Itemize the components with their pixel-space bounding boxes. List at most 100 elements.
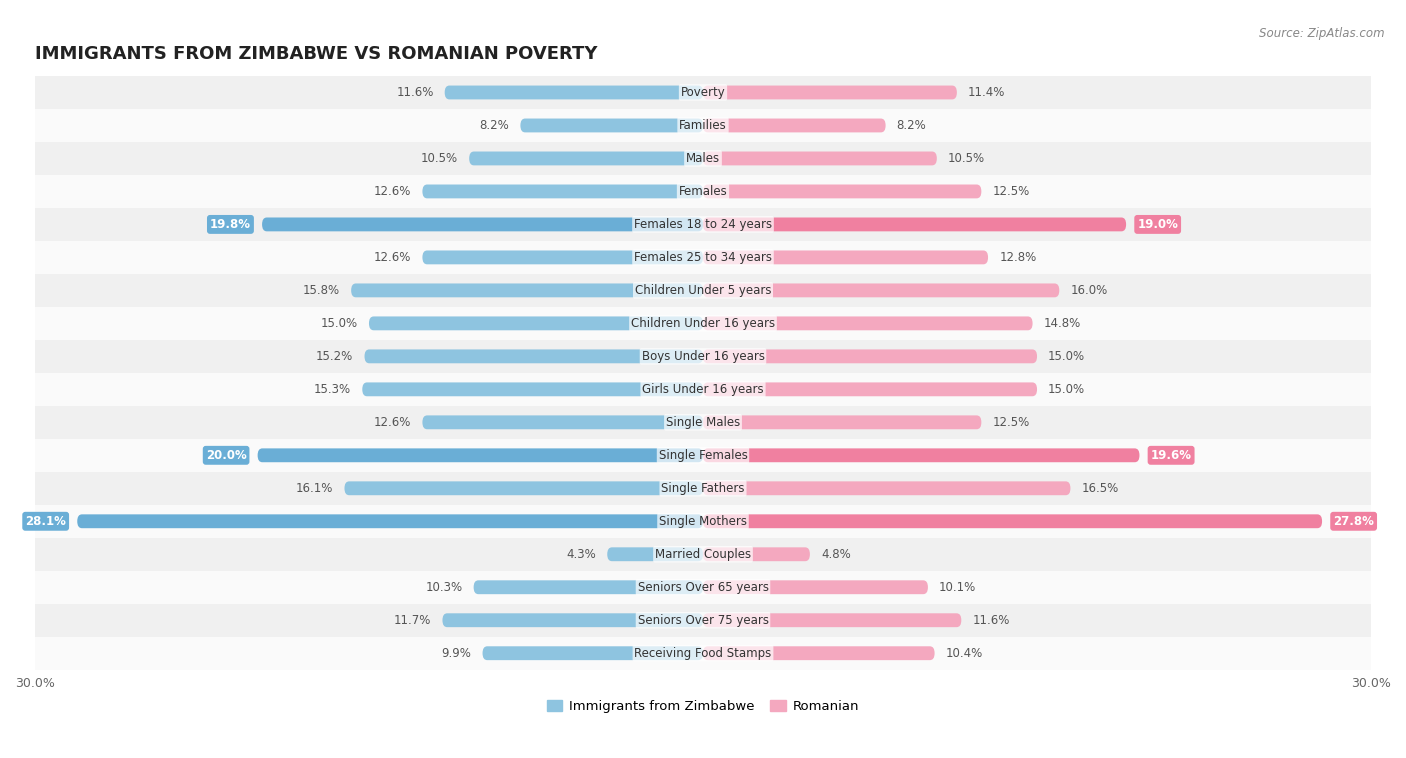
Text: Children Under 5 years: Children Under 5 years bbox=[634, 284, 772, 297]
FancyBboxPatch shape bbox=[703, 250, 988, 265]
FancyBboxPatch shape bbox=[520, 118, 703, 133]
FancyBboxPatch shape bbox=[703, 349, 1038, 363]
Bar bbox=[35, 406, 1371, 439]
FancyBboxPatch shape bbox=[77, 515, 703, 528]
FancyBboxPatch shape bbox=[703, 383, 1038, 396]
Text: Females 25 to 34 years: Females 25 to 34 years bbox=[634, 251, 772, 264]
FancyBboxPatch shape bbox=[703, 118, 886, 133]
FancyBboxPatch shape bbox=[257, 449, 703, 462]
Text: 19.0%: 19.0% bbox=[1137, 218, 1178, 231]
FancyBboxPatch shape bbox=[474, 581, 703, 594]
Bar bbox=[35, 571, 1371, 603]
FancyBboxPatch shape bbox=[703, 449, 1139, 462]
Bar bbox=[35, 208, 1371, 241]
FancyBboxPatch shape bbox=[443, 613, 703, 627]
Text: 15.0%: 15.0% bbox=[1047, 350, 1085, 363]
Bar bbox=[35, 505, 1371, 537]
Text: Married Couples: Married Couples bbox=[655, 548, 751, 561]
Text: Single Females: Single Females bbox=[658, 449, 748, 462]
Text: 10.5%: 10.5% bbox=[420, 152, 458, 165]
Text: 19.8%: 19.8% bbox=[209, 218, 250, 231]
Text: 11.4%: 11.4% bbox=[967, 86, 1005, 99]
Text: 10.5%: 10.5% bbox=[948, 152, 986, 165]
Legend: Immigrants from Zimbabwe, Romanian: Immigrants from Zimbabwe, Romanian bbox=[547, 700, 859, 713]
Text: 4.3%: 4.3% bbox=[567, 548, 596, 561]
Text: 12.5%: 12.5% bbox=[993, 416, 1029, 429]
Text: Boys Under 16 years: Boys Under 16 years bbox=[641, 350, 765, 363]
Text: Children Under 16 years: Children Under 16 years bbox=[631, 317, 775, 330]
Text: 4.8%: 4.8% bbox=[821, 548, 851, 561]
Text: Poverty: Poverty bbox=[681, 86, 725, 99]
Bar bbox=[35, 109, 1371, 142]
FancyBboxPatch shape bbox=[703, 515, 1322, 528]
Text: 12.6%: 12.6% bbox=[374, 185, 412, 198]
Text: 20.0%: 20.0% bbox=[205, 449, 246, 462]
Text: 12.8%: 12.8% bbox=[1000, 251, 1036, 264]
Bar bbox=[35, 175, 1371, 208]
FancyBboxPatch shape bbox=[470, 152, 703, 165]
FancyBboxPatch shape bbox=[344, 481, 703, 495]
Text: 8.2%: 8.2% bbox=[479, 119, 509, 132]
FancyBboxPatch shape bbox=[482, 647, 703, 660]
Text: IMMIGRANTS FROM ZIMBABWE VS ROMANIAN POVERTY: IMMIGRANTS FROM ZIMBABWE VS ROMANIAN POV… bbox=[35, 45, 598, 64]
FancyBboxPatch shape bbox=[607, 547, 703, 561]
Text: Seniors Over 65 years: Seniors Over 65 years bbox=[637, 581, 769, 594]
FancyBboxPatch shape bbox=[703, 218, 1126, 231]
Text: Females: Females bbox=[679, 185, 727, 198]
Text: 10.1%: 10.1% bbox=[939, 581, 976, 594]
Text: Single Males: Single Males bbox=[666, 416, 740, 429]
FancyBboxPatch shape bbox=[422, 250, 703, 265]
Text: 11.6%: 11.6% bbox=[973, 614, 1010, 627]
FancyBboxPatch shape bbox=[703, 283, 1059, 297]
Text: 15.2%: 15.2% bbox=[316, 350, 353, 363]
Bar bbox=[35, 241, 1371, 274]
Text: 8.2%: 8.2% bbox=[897, 119, 927, 132]
Text: Receiving Food Stamps: Receiving Food Stamps bbox=[634, 647, 772, 659]
Bar bbox=[35, 373, 1371, 406]
Text: Girls Under 16 years: Girls Under 16 years bbox=[643, 383, 763, 396]
Text: 27.8%: 27.8% bbox=[1333, 515, 1374, 528]
Bar bbox=[35, 142, 1371, 175]
FancyBboxPatch shape bbox=[703, 613, 962, 627]
Text: 12.6%: 12.6% bbox=[374, 416, 412, 429]
FancyBboxPatch shape bbox=[422, 184, 703, 199]
Bar bbox=[35, 307, 1371, 340]
Text: 15.0%: 15.0% bbox=[1047, 383, 1085, 396]
Text: 16.1%: 16.1% bbox=[297, 482, 333, 495]
FancyBboxPatch shape bbox=[364, 349, 703, 363]
Text: 10.4%: 10.4% bbox=[946, 647, 983, 659]
Text: Single Fathers: Single Fathers bbox=[661, 482, 745, 495]
FancyBboxPatch shape bbox=[703, 547, 810, 561]
Text: 11.6%: 11.6% bbox=[396, 86, 433, 99]
Text: 15.0%: 15.0% bbox=[321, 317, 359, 330]
Text: 14.8%: 14.8% bbox=[1043, 317, 1081, 330]
Bar bbox=[35, 340, 1371, 373]
Bar bbox=[35, 471, 1371, 505]
Text: 12.5%: 12.5% bbox=[993, 185, 1029, 198]
Bar bbox=[35, 439, 1371, 471]
Text: Single Mothers: Single Mothers bbox=[659, 515, 747, 528]
Text: Males: Males bbox=[686, 152, 720, 165]
FancyBboxPatch shape bbox=[363, 383, 703, 396]
FancyBboxPatch shape bbox=[368, 316, 703, 330]
Text: 16.5%: 16.5% bbox=[1081, 482, 1119, 495]
Text: 19.6%: 19.6% bbox=[1150, 449, 1192, 462]
Bar bbox=[35, 637, 1371, 670]
Text: Females 18 to 24 years: Females 18 to 24 years bbox=[634, 218, 772, 231]
Text: 15.3%: 15.3% bbox=[314, 383, 352, 396]
FancyBboxPatch shape bbox=[703, 86, 957, 99]
Text: Source: ZipAtlas.com: Source: ZipAtlas.com bbox=[1260, 27, 1385, 39]
FancyBboxPatch shape bbox=[703, 581, 928, 594]
Text: 11.7%: 11.7% bbox=[394, 614, 432, 627]
FancyBboxPatch shape bbox=[703, 152, 936, 165]
Text: 10.3%: 10.3% bbox=[426, 581, 463, 594]
FancyBboxPatch shape bbox=[352, 283, 703, 297]
Text: 9.9%: 9.9% bbox=[441, 647, 471, 659]
FancyBboxPatch shape bbox=[703, 415, 981, 429]
Text: Seniors Over 75 years: Seniors Over 75 years bbox=[637, 614, 769, 627]
Text: 16.0%: 16.0% bbox=[1070, 284, 1108, 297]
FancyBboxPatch shape bbox=[262, 218, 703, 231]
Bar bbox=[35, 76, 1371, 109]
FancyBboxPatch shape bbox=[703, 647, 935, 660]
Bar bbox=[35, 603, 1371, 637]
